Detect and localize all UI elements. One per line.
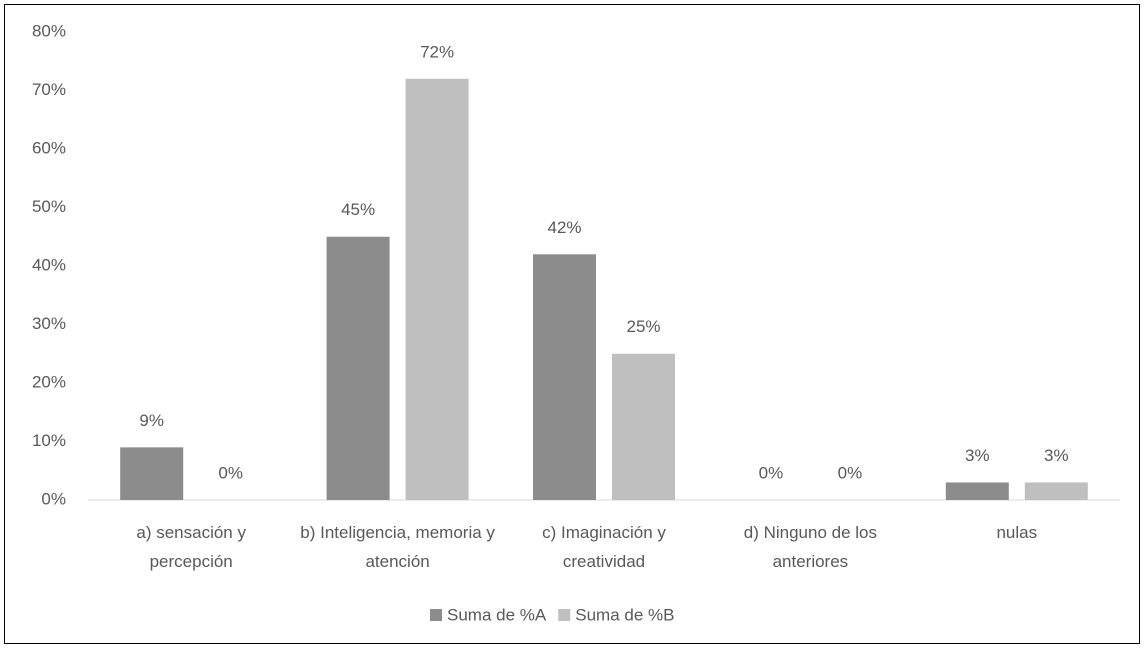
y-tick-label: 30% <box>32 314 66 333</box>
legend-label: Suma de %B <box>575 605 674 624</box>
data-label: 3% <box>1044 446 1069 465</box>
data-label: 9% <box>139 411 164 430</box>
y-tick-label: 20% <box>32 372 66 391</box>
y-tick-label: 70% <box>32 80 66 99</box>
bar <box>405 78 469 501</box>
bar <box>1024 482 1088 500</box>
y-tick-label: 0% <box>41 489 66 508</box>
y-tick-label: 80% <box>32 21 66 40</box>
frame <box>4 4 1140 644</box>
data-label: 0% <box>218 463 243 482</box>
legend-swatch <box>558 609 571 621</box>
data-label: 72% <box>420 42 454 61</box>
x-tick-label: b) Inteligencia, memoria y atención <box>300 523 495 571</box>
bar <box>945 482 1009 500</box>
data-label: 42% <box>547 218 581 237</box>
y-tick-label: 40% <box>32 255 66 274</box>
bar <box>533 254 596 500</box>
y-tick-label: 50% <box>32 197 66 216</box>
y-tick-label: 10% <box>32 431 66 450</box>
data-label: 0% <box>838 463 863 482</box>
legend-swatch <box>430 609 442 621</box>
x-tick-label: c) Imaginación y creatividad <box>542 523 666 571</box>
x-tick-label: d) Ninguno de los anteriores <box>743 523 878 571</box>
data-label: 0% <box>759 463 784 482</box>
x-tick-label: nulas <box>996 523 1038 542</box>
data-label: 25% <box>626 317 660 336</box>
bar <box>120 447 184 500</box>
data-label: 45% <box>341 200 375 219</box>
x-tick-label: a) sensación y percepción <box>136 523 246 571</box>
legend-label: Suma de %A <box>447 605 547 624</box>
data-label: 3% <box>965 446 990 465</box>
bar <box>326 236 390 500</box>
bar <box>612 353 675 500</box>
y-tick-label: 60% <box>32 138 66 157</box>
